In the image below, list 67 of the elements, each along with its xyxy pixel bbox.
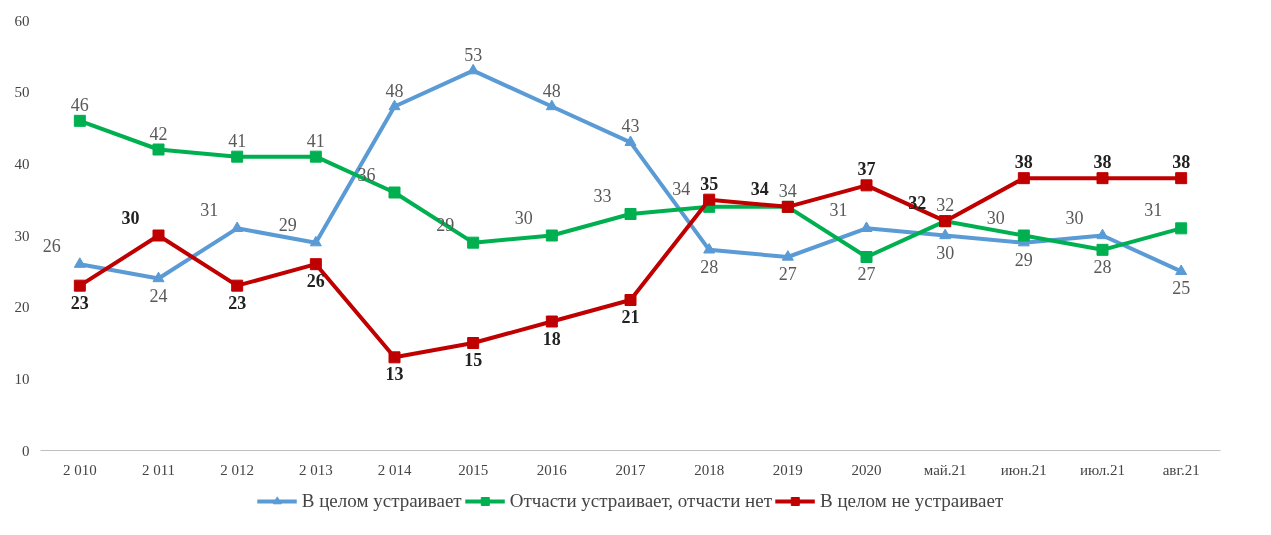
data-label: 41 (306, 130, 325, 151)
y-tick-label: 0 (22, 442, 30, 459)
data-label: 30 (1065, 207, 1084, 228)
data-label: 15 (464, 350, 483, 370)
data-label: 46 (70, 94, 89, 115)
x-tick-label: 2 013 (298, 461, 333, 478)
x-tick-label: 2015 (458, 461, 489, 478)
legend-label: Отчасти устраивает, отчасти нет (509, 490, 772, 512)
data-label: 34 (778, 180, 797, 201)
x-tick-label: июн.21 (1000, 461, 1047, 478)
data-label: 32 (936, 195, 955, 216)
data-label: 28 (700, 256, 719, 277)
x-tick-label: 2016 (536, 461, 568, 478)
y-tick-label: 10 (14, 370, 30, 387)
data-label: 26 (306, 271, 325, 292)
data-label: 43 (621, 116, 640, 137)
data-label: 27 (778, 264, 797, 284)
data-label: 30 (986, 207, 1005, 228)
data-label: 34 (672, 178, 691, 199)
data-label: 41 (228, 130, 247, 151)
data-label: 53 (464, 44, 483, 65)
data-label: 30 (121, 207, 140, 228)
x-tick-label: 2020 (851, 461, 882, 478)
x-tick-label: 2019 (772, 461, 803, 478)
x-tick-label: 2017 (615, 461, 646, 478)
data-label: 38 (1172, 152, 1191, 173)
x-tick-label: 2 010 (62, 461, 97, 478)
data-label: 37 (857, 159, 876, 180)
data-label: 30 (936, 242, 955, 263)
y-tick-label: 40 (14, 155, 30, 172)
data-label: 24 (149, 285, 168, 306)
x-tick-label: 2 014 (377, 461, 412, 478)
data-label: 23 (70, 292, 89, 313)
data-label: 27 (857, 264, 876, 284)
x-tick-label: авг.21 (1162, 461, 1200, 478)
data-label: 13 (385, 364, 404, 385)
x-tick-label: 2 011 (141, 461, 176, 478)
data-label: 31 (1144, 200, 1163, 221)
y-tick-label: 50 (14, 84, 30, 101)
data-label: 48 (385, 80, 404, 101)
data-label: 25 (1172, 278, 1191, 299)
data-label: 29 (1014, 249, 1033, 270)
data-label: 34 (750, 178, 769, 199)
data-label: 18 (542, 328, 561, 349)
data-label: 29 (278, 214, 297, 235)
legend-label: В целом устраивает (301, 490, 462, 512)
data-label: 38 (1014, 152, 1033, 173)
data-label: 31 (200, 200, 219, 221)
data-label: 38 (1093, 152, 1112, 173)
data-label: 30 (514, 207, 533, 228)
data-label: 33 (593, 186, 612, 206)
legend-label: В целом не устраивает (819, 490, 1004, 512)
y-tick-label: 60 (14, 12, 30, 29)
data-label: 28 (1093, 256, 1112, 277)
x-tick-label: май.21 (923, 461, 967, 478)
data-label: 21 (621, 307, 640, 327)
x-tick-label: 2018 (694, 461, 725, 478)
x-tick-label: июл.21 (1079, 461, 1126, 478)
data-label: 23 (228, 292, 247, 313)
data-label: 31 (829, 200, 848, 221)
data-label: 26 (42, 236, 61, 257)
x-tick-label: 2 012 (220, 461, 255, 478)
data-label: 42 (149, 123, 168, 144)
y-tick-label: 20 (14, 299, 30, 316)
data-label: 35 (700, 173, 719, 194)
y-tick-label: 30 (14, 227, 30, 244)
data-label: 48 (542, 80, 561, 101)
